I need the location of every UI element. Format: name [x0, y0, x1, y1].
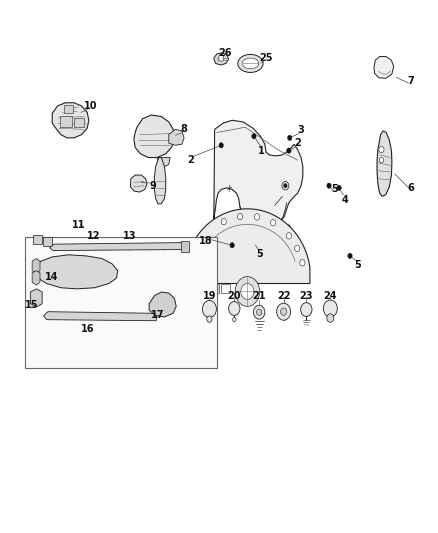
Text: 5: 5: [354, 260, 361, 270]
Polygon shape: [134, 115, 174, 158]
Polygon shape: [214, 120, 303, 232]
Circle shape: [199, 238, 205, 244]
Text: 15: 15: [25, 300, 39, 310]
Bar: [64, 106, 73, 114]
Text: 22: 22: [277, 290, 290, 301]
Circle shape: [277, 303, 290, 320]
Bar: [204, 284, 219, 293]
Text: 4: 4: [341, 195, 348, 205]
Circle shape: [281, 308, 287, 316]
Text: 1: 1: [258, 146, 265, 156]
Circle shape: [230, 243, 234, 248]
Circle shape: [323, 300, 337, 317]
Text: 5: 5: [331, 184, 338, 195]
Text: 3: 3: [298, 125, 304, 135]
Bar: [60, 116, 72, 127]
Text: 16: 16: [81, 324, 95, 334]
Circle shape: [348, 253, 352, 259]
Circle shape: [287, 148, 291, 154]
Polygon shape: [33, 235, 42, 244]
Polygon shape: [154, 158, 166, 204]
Text: 5: 5: [256, 249, 263, 259]
Circle shape: [235, 277, 260, 306]
Text: 20: 20: [227, 290, 241, 301]
Circle shape: [288, 135, 292, 141]
Polygon shape: [43, 237, 52, 246]
Text: 25: 25: [259, 53, 273, 63]
Text: 2: 2: [294, 138, 301, 148]
Text: 18: 18: [199, 236, 213, 246]
Circle shape: [202, 301, 216, 318]
Circle shape: [229, 302, 240, 316]
Text: 10: 10: [84, 101, 97, 111]
Polygon shape: [52, 103, 89, 138]
Text: 19: 19: [203, 290, 216, 301]
Circle shape: [327, 183, 331, 188]
Polygon shape: [214, 53, 229, 65]
Circle shape: [284, 183, 287, 188]
Bar: [180, 241, 189, 252]
Circle shape: [252, 134, 256, 139]
Text: 23: 23: [300, 290, 313, 301]
Circle shape: [282, 181, 289, 190]
Text: 9: 9: [149, 181, 156, 191]
Circle shape: [295, 245, 300, 252]
Polygon shape: [377, 131, 392, 196]
Circle shape: [221, 219, 226, 225]
Circle shape: [300, 303, 312, 317]
Bar: [221, 284, 230, 293]
Text: 26: 26: [218, 48, 231, 58]
Bar: [74, 118, 84, 127]
Circle shape: [286, 232, 292, 239]
Text: 6: 6: [408, 183, 414, 193]
Polygon shape: [374, 56, 394, 78]
Circle shape: [207, 316, 212, 322]
Text: 21: 21: [252, 290, 266, 301]
Polygon shape: [149, 292, 176, 317]
Bar: [25, 237, 217, 368]
Circle shape: [254, 305, 265, 319]
Polygon shape: [33, 255, 118, 289]
Text: 13: 13: [123, 231, 136, 241]
Circle shape: [219, 143, 223, 148]
Circle shape: [257, 309, 262, 316]
Polygon shape: [49, 243, 188, 251]
Text: 12: 12: [87, 231, 100, 241]
Text: 7: 7: [408, 77, 414, 86]
Text: 2: 2: [187, 155, 194, 165]
Polygon shape: [43, 312, 157, 321]
Polygon shape: [30, 289, 42, 307]
Circle shape: [190, 260, 195, 266]
Ellipse shape: [242, 58, 259, 69]
Polygon shape: [32, 259, 40, 273]
Text: 17: 17: [151, 310, 165, 320]
Polygon shape: [157, 158, 170, 166]
Circle shape: [379, 158, 384, 163]
Circle shape: [254, 214, 260, 220]
Circle shape: [379, 147, 384, 153]
Text: 8: 8: [180, 124, 187, 134]
Circle shape: [233, 318, 236, 322]
Polygon shape: [32, 271, 40, 285]
Circle shape: [327, 314, 334, 322]
Polygon shape: [131, 175, 147, 192]
Circle shape: [337, 185, 341, 190]
Ellipse shape: [238, 54, 263, 72]
Polygon shape: [169, 130, 184, 146]
Circle shape: [241, 284, 254, 300]
Polygon shape: [185, 209, 310, 284]
Circle shape: [237, 213, 243, 220]
Text: 11: 11: [72, 220, 85, 230]
Circle shape: [219, 55, 224, 61]
Circle shape: [300, 260, 305, 266]
Text: 14: 14: [45, 272, 58, 282]
Circle shape: [271, 220, 276, 226]
Text: 24: 24: [324, 290, 337, 301]
